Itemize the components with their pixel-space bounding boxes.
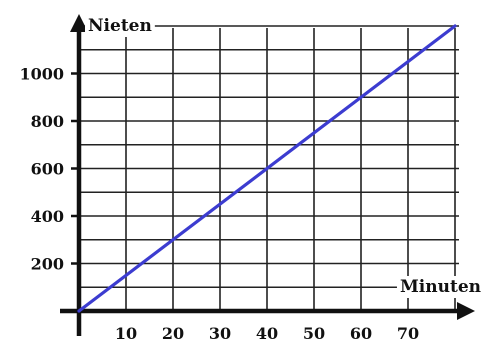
series-line — [77, 24, 457, 313]
y-tick-label: 800 — [31, 112, 64, 131]
x-tick-label: 10 — [115, 324, 137, 343]
x-tick-label: 20 — [162, 324, 184, 343]
x-tick-label: 50 — [303, 324, 325, 343]
y-tick-label: 600 — [31, 160, 64, 179]
x-axis-ticks: 10 20 30 40 50 60 70 — [115, 324, 419, 343]
x-axis-arrow — [457, 302, 475, 320]
x-tick-label: 70 — [397, 324, 419, 343]
y-tick-label: 200 — [31, 255, 64, 274]
y-axis-ticks: 200 400 600 800 1000 — [19, 65, 79, 274]
y-tick-label: 1000 — [19, 65, 64, 84]
series-group — [77, 24, 457, 313]
y-axis-title: Nieten — [88, 16, 152, 36]
x-tick-label: 40 — [256, 324, 278, 343]
y-axis-arrow — [70, 14, 88, 32]
x-axis-title: Minuten — [400, 277, 481, 297]
x-axis-title-backdrop — [396, 276, 484, 298]
x-tick-label: 30 — [209, 324, 231, 343]
x-tick-label: 60 — [350, 324, 372, 343]
y-axis-title-backdrop — [85, 15, 155, 37]
y-tick-label: 400 — [31, 207, 64, 226]
axes — [60, 14, 475, 336]
